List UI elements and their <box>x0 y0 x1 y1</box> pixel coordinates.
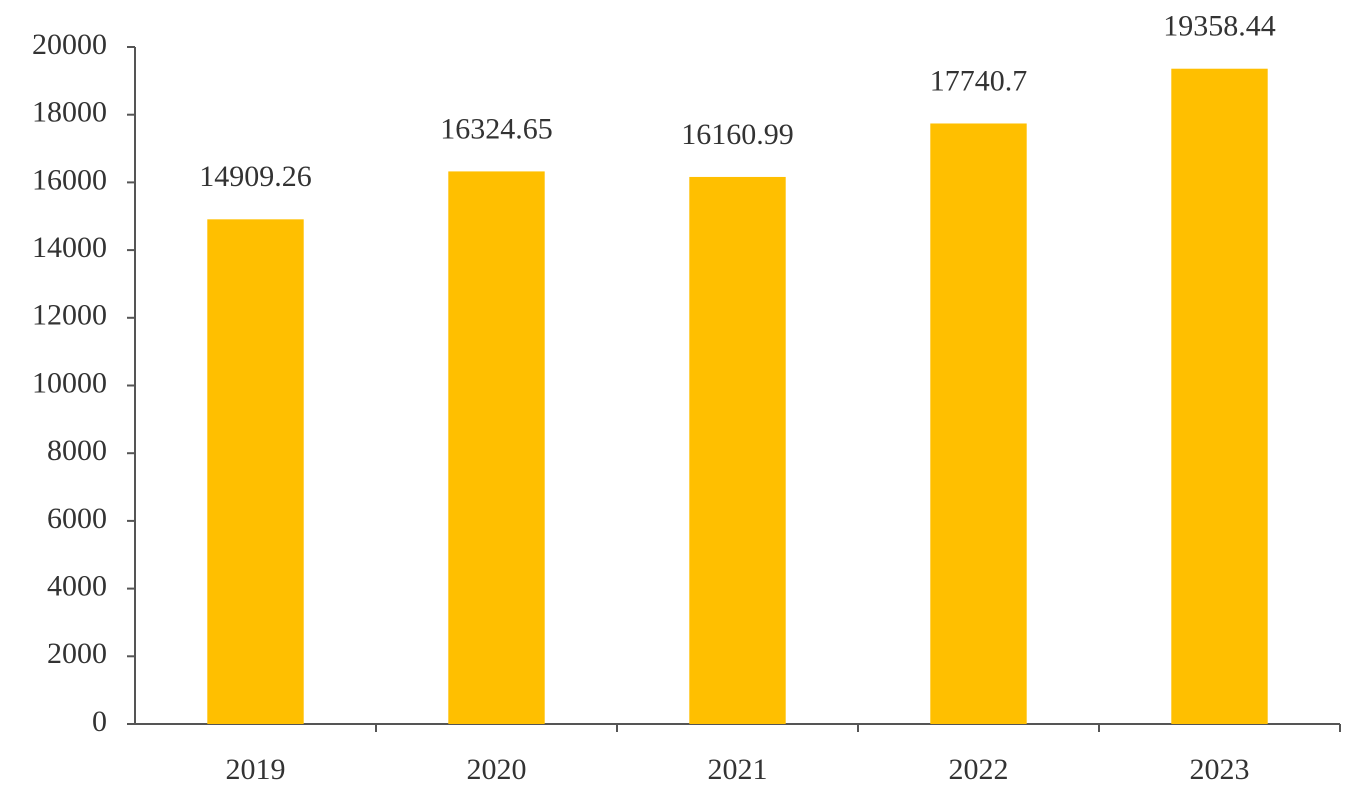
value-label: 19358.44 <box>1163 10 1276 43</box>
y-tick-label: 4000 <box>47 569 107 602</box>
y-tick-label: 0 <box>92 705 107 738</box>
bar <box>689 176 786 724</box>
y-tick-label: 8000 <box>47 434 107 467</box>
x-tick-label: 2019 <box>226 753 286 786</box>
y-tick-label: 6000 <box>47 502 107 535</box>
x-tick-label: 2021 <box>708 753 768 786</box>
y-tick-label: 16000 <box>32 163 107 196</box>
x-tick-label: 2020 <box>467 753 527 786</box>
bar <box>1171 68 1268 725</box>
x-tick-label: 2022 <box>949 753 1009 786</box>
y-tick-label: 14000 <box>32 231 107 264</box>
y-tick-label: 10000 <box>32 366 107 399</box>
value-label: 16324.65 <box>440 112 553 145</box>
value-label: 14909.26 <box>199 160 312 193</box>
x-tick-label: 2023 <box>1190 753 1250 786</box>
bar <box>930 123 1027 725</box>
y-tick-label: 2000 <box>47 637 107 670</box>
value-label: 16160.99 <box>681 118 794 151</box>
y-tick-label: 18000 <box>32 96 107 129</box>
y-tick-label: 12000 <box>32 299 107 332</box>
bar <box>207 219 304 725</box>
bar <box>448 171 545 725</box>
value-label: 17740.7 <box>930 64 1028 97</box>
y-tick-label: 20000 <box>32 28 107 61</box>
